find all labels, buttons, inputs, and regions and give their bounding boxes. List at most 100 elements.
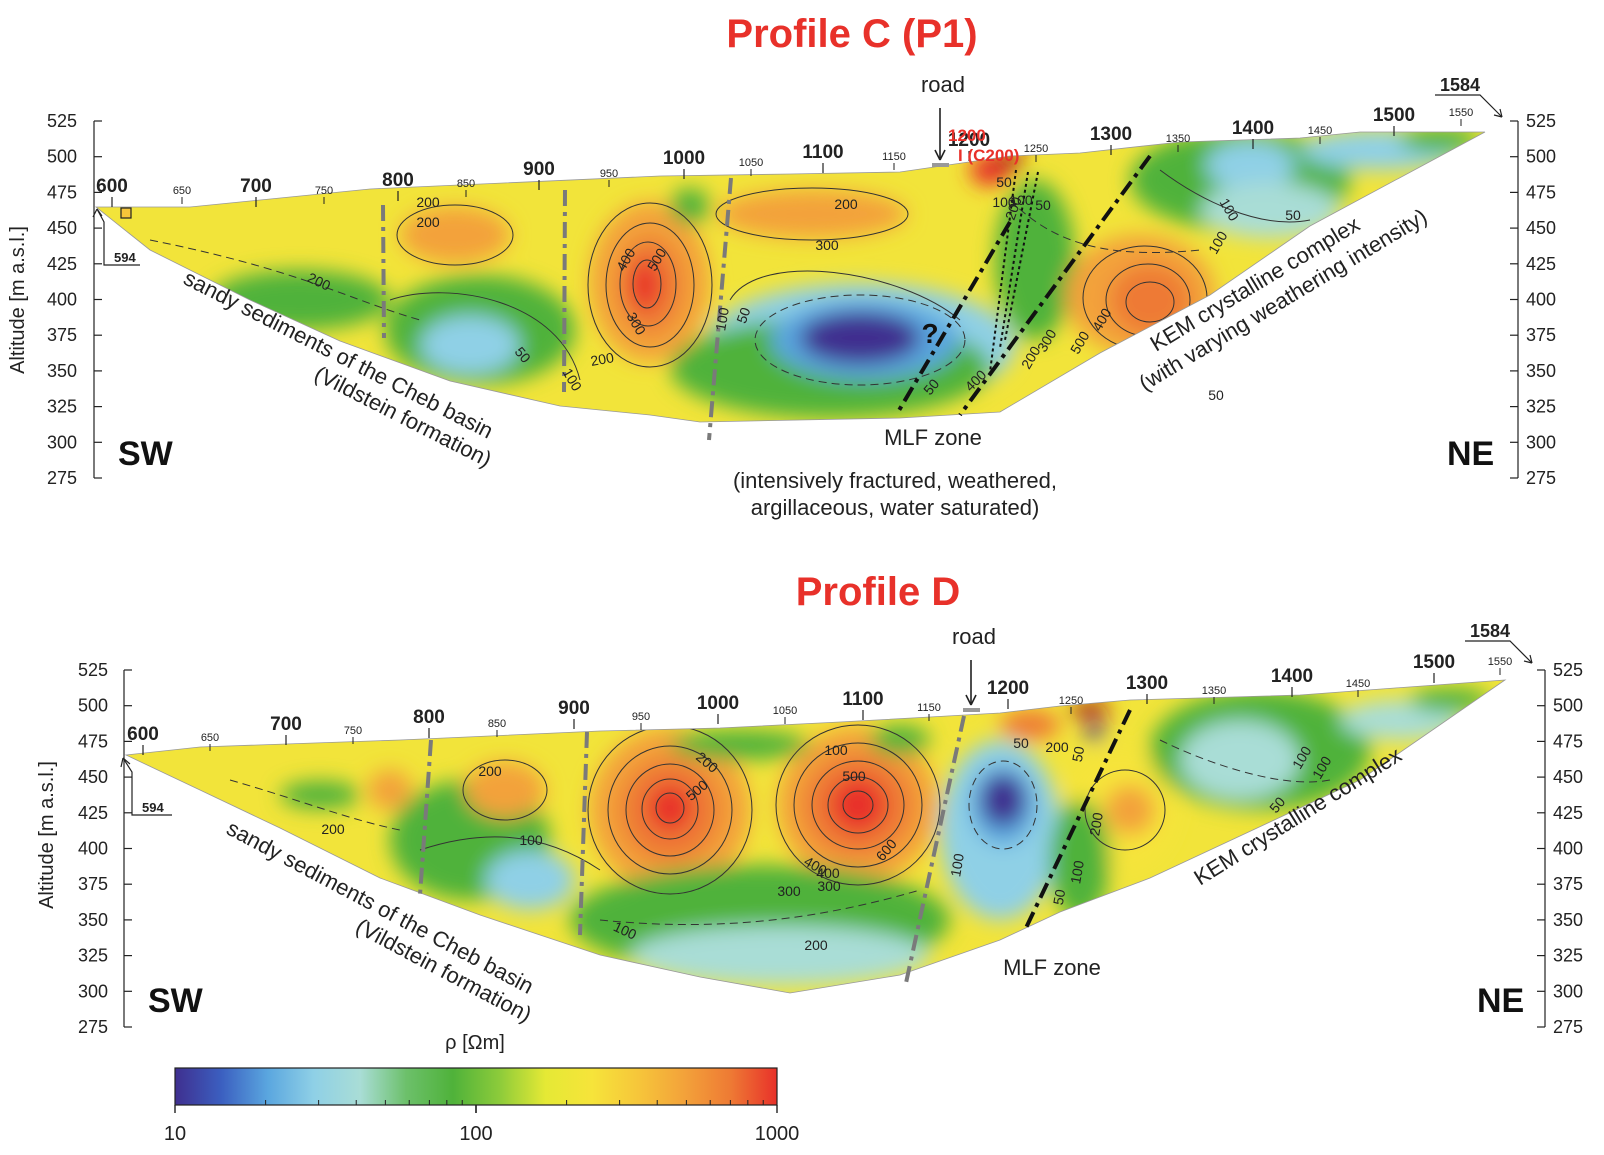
colorbar-ticks — [174, 1100, 778, 1113]
altitude-tick-label-left: 450 — [78, 767, 108, 787]
distance-label-major: 800 — [413, 707, 445, 728]
colorbar-label: ρ [Ωm] — [445, 1032, 505, 1054]
red-label-1200: 1200 — [948, 126, 986, 145]
altitude-tick-label-right: 525 — [1526, 111, 1556, 131]
road-marker — [932, 163, 949, 167]
distance-label-major: 1300 — [1126, 673, 1168, 694]
contour-value-label: 300 — [817, 878, 841, 894]
distance-label-major: 1000 — [697, 693, 739, 714]
distance-label-minor: 1550 — [1488, 656, 1512, 668]
contour-value-label: 50 — [733, 305, 753, 325]
profile-c-title: Profile C (P1) — [726, 12, 977, 56]
profile-c-distances: 600 700 800 900 1000 1100 1200 1300 1400 1500 650 7… — [96, 105, 1473, 207]
distance-label-major: 1100 — [802, 142, 843, 163]
sw-label: SW — [118, 435, 174, 473]
distance-label-minor: 750 — [344, 725, 362, 737]
altitude-tick-label-right: 500 — [1553, 696, 1583, 716]
distance-label-major: 900 — [558, 698, 590, 719]
altitude-tick-label-right: 300 — [1553, 981, 1583, 1001]
ne-label: NE — [1447, 435, 1494, 473]
altitude-tick-label-left: 300 — [47, 432, 77, 452]
altitude-tick-label-left: 425 — [47, 254, 77, 274]
altitude-tick-label-left: 475 — [47, 182, 77, 202]
distance-label-minor: 1550 — [1449, 107, 1473, 119]
altitude-tick-label-right: 425 — [1553, 803, 1583, 823]
altitude-tick-label-right: 375 — [1553, 874, 1583, 894]
distance-label-major: 1100 — [842, 689, 883, 710]
profile-d-endpoints: 594 1584 — [120, 621, 1533, 816]
distance-label-minor: 950 — [600, 168, 618, 180]
altitude-tick-label-right: 525 — [1553, 660, 1583, 680]
contour-value-label: 200 — [478, 763, 502, 779]
distance-label-major: 1500 — [1413, 652, 1455, 673]
contour-value-label: 50 — [1013, 735, 1029, 751]
contour-value-label: 50 — [996, 174, 1012, 190]
fault-gray — [904, 715, 966, 984]
profile-c-axes: 525 525 500 500 475 475 450 450 425 425 400 400 375 3… — [47, 111, 1556, 488]
question-mark: ? — [921, 318, 938, 349]
altitude-tick-label-right: 450 — [1553, 767, 1583, 787]
contour-value-label: 100 — [824, 742, 848, 758]
altitude-tick-label-left: 375 — [47, 325, 77, 345]
start-label: 594 — [114, 250, 136, 265]
contour-value-label: 50 — [1285, 207, 1301, 223]
altitude-tick-label-left: 450 — [47, 218, 77, 238]
colorbar-tick-1000: 1000 — [755, 1123, 800, 1145]
fault-black — [896, 220, 1012, 414]
distance-label-major: 1200 — [948, 130, 990, 151]
contour-value-label: 200 — [834, 196, 858, 212]
profile-c-road: road 1200 I (C200) — [921, 72, 1019, 167]
distance-label-minor: 1150 — [917, 702, 941, 714]
mlf-zone-label: MLF zone — [884, 425, 982, 450]
distance-label-minor: 850 — [488, 718, 506, 730]
fault-gray — [578, 731, 589, 936]
altitude-tick-label-right: 275 — [1526, 468, 1556, 488]
altitude-tick-label-right: 475 — [1553, 731, 1583, 751]
contour-value-label: 400 — [816, 865, 840, 881]
profile-d-distances: 600 700 800 900 1000 1100 1200 1300 1400 1500 650 7… — [127, 652, 1512, 755]
distance-label-major: 1400 — [1271, 666, 1313, 687]
altitude-tick-label-left: 500 — [78, 696, 108, 716]
profile-d-axes: 525 525 500 500 475 475 450 450 425 425 400 400 375 3… — [78, 660, 1583, 1037]
road-marker — [963, 708, 980, 712]
colorbar-tick-10: 10 — [164, 1123, 186, 1145]
contour-value-label: 200 — [1045, 739, 1069, 755]
distance-label-minor: 1350 — [1202, 685, 1226, 697]
distance-label-minor: 1450 — [1346, 678, 1370, 690]
altitude-tick-label-right: 275 — [1553, 1017, 1583, 1037]
distance-label-major: 1400 — [1232, 118, 1274, 139]
altitude-tick-label-right: 325 — [1553, 946, 1583, 966]
distance-label-minor: 650 — [201, 732, 219, 744]
contour-value-label: 50 — [1208, 387, 1224, 403]
contour-value-label: 200 — [1086, 811, 1106, 837]
contour-value-label: 100 — [947, 852, 967, 878]
contour-value-label: 50 — [1035, 197, 1051, 213]
fault-gray — [562, 189, 567, 393]
profile-d-title: Profile D — [796, 570, 960, 614]
distance-label-major: 1000 — [663, 148, 705, 169]
contour-value-label: 50 — [1050, 888, 1068, 906]
fault-gray — [707, 177, 733, 441]
profile-c-faults — [381, 154, 1152, 441]
profile-d-axis-title: Altitude [m a.s.l.] — [36, 761, 58, 909]
mlf-desc-2: argillaceous, water saturated) — [751, 495, 1040, 520]
start-label: 594 — [142, 800, 164, 815]
fault-black — [1022, 709, 1132, 933]
distance-label-major: 700 — [270, 714, 302, 735]
altitude-tick-label-left: 325 — [78, 946, 108, 966]
altitude-tick-label-right: 450 — [1526, 218, 1556, 238]
mlf-desc-1: (intensively fractured, weathered, — [733, 468, 1057, 493]
altitude-tick-label-right: 500 — [1526, 147, 1556, 167]
distance-label-minor: 650 — [173, 185, 191, 197]
altitude-tick-label-right: 475 — [1526, 182, 1556, 202]
distance-label-minor: 1050 — [739, 157, 763, 169]
altitude-tick-label-left: 275 — [47, 468, 77, 488]
colorbar-tick-100: 100 — [459, 1123, 492, 1145]
road-label: road — [952, 624, 996, 649]
fault-gray — [381, 204, 386, 339]
distance-label-major: 700 — [240, 176, 272, 197]
profile-d-contours — [229, 724, 1331, 926]
altitude-tick-label-left: 350 — [78, 910, 108, 930]
contour-value-label: 300 — [777, 883, 801, 899]
